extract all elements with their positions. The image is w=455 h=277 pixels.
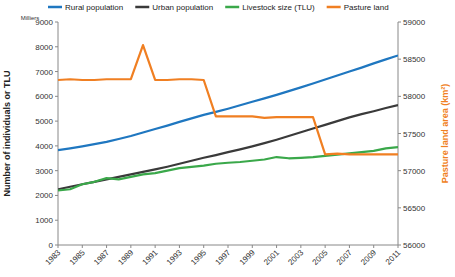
y-tick xyxy=(55,22,58,23)
y-axis xyxy=(58,22,59,245)
y-tick xyxy=(55,195,58,196)
y-tick xyxy=(55,96,58,97)
x-tick-label: 1995 xyxy=(189,248,208,267)
y2-tick-label: 57500 xyxy=(403,130,426,139)
x-tick xyxy=(106,245,107,248)
x-tick-label: 1985 xyxy=(68,248,87,267)
x-tick-label: 1987 xyxy=(92,248,111,267)
y-tick xyxy=(55,170,58,171)
y2-tick-label: 58500 xyxy=(403,55,426,64)
legend-swatch xyxy=(135,6,149,9)
x-tick-label: 1991 xyxy=(141,248,160,267)
x-tick-label: 2001 xyxy=(262,248,281,267)
y-tick-label: 8000 xyxy=(35,43,53,52)
x-tick xyxy=(276,245,277,248)
x-tick xyxy=(130,245,131,248)
legend-swatch xyxy=(225,6,239,9)
y-tick-label: 3000 xyxy=(35,167,53,176)
x-tick xyxy=(203,245,204,248)
x-tick-label: 2005 xyxy=(311,248,330,267)
y2-tick-label: 56500 xyxy=(403,204,426,213)
x-tick xyxy=(82,245,83,248)
legend-label: Rural population xyxy=(65,3,123,12)
y-tick xyxy=(55,46,58,47)
x-tick-label: 2011 xyxy=(384,248,403,267)
y2-tick-label: 58000 xyxy=(403,92,426,101)
y2-tick xyxy=(398,96,401,97)
legend-label: Urban population xyxy=(152,3,213,12)
legend-label: Livestock size (TLU) xyxy=(242,3,315,12)
x-tick xyxy=(179,245,180,248)
y2-tick xyxy=(398,59,401,60)
x-tick-label: 1999 xyxy=(238,248,257,267)
y-tick xyxy=(55,145,58,146)
y-tick-label: 4000 xyxy=(35,142,53,151)
x-tick xyxy=(155,245,156,248)
x-tick-label: 2007 xyxy=(335,248,354,267)
y-tick-label: 5000 xyxy=(35,117,53,126)
legend-swatch xyxy=(327,6,341,9)
x-tick-label: 2009 xyxy=(359,248,378,267)
y2-tick xyxy=(398,133,401,134)
x-tick xyxy=(228,245,229,248)
y2-tick xyxy=(398,207,401,208)
y-tick xyxy=(55,220,58,221)
y2-tick-label: 56000 xyxy=(403,241,426,250)
y-tick-label: 1000 xyxy=(35,216,53,225)
y2-tick xyxy=(398,170,401,171)
x-tick xyxy=(252,245,253,248)
legend-label: Pasture land xyxy=(344,3,389,12)
series-line xyxy=(58,45,398,154)
series-line xyxy=(58,55,398,150)
plot-area xyxy=(58,45,398,190)
y-axis-title: Number of individuals or TLU xyxy=(2,70,12,196)
y-tick xyxy=(55,121,58,122)
series-line xyxy=(58,105,398,189)
y-tick-label: 6000 xyxy=(35,92,53,101)
y-tick-label: 0 xyxy=(49,241,54,250)
x-tick-label: 2003 xyxy=(286,248,305,267)
x-tick-label: 1997 xyxy=(213,248,232,267)
y2-tick xyxy=(398,22,401,23)
x-tick xyxy=(325,245,326,248)
x-tick xyxy=(398,245,399,248)
y-tick-label: 2000 xyxy=(35,191,53,200)
y-tick-label: 7000 xyxy=(35,68,53,77)
y-tick xyxy=(55,71,58,72)
chart: 0100020003000400050006000700080009000560… xyxy=(0,0,455,277)
unit-label: Milliers xyxy=(21,15,40,21)
x-tick-label: 1993 xyxy=(165,248,184,267)
y2-tick-label: 59000 xyxy=(403,18,426,27)
legend-swatch xyxy=(48,6,62,9)
x-tick xyxy=(349,245,350,248)
x-tick xyxy=(300,245,301,248)
y2-tick-label: 57000 xyxy=(403,167,426,176)
x-tick xyxy=(58,245,59,248)
x-tick xyxy=(373,245,374,248)
x-tick-label: 1989 xyxy=(116,248,135,267)
y2-axis-title: Pasture land area (km²) xyxy=(440,84,450,184)
x-tick-label: 1983 xyxy=(43,248,62,267)
